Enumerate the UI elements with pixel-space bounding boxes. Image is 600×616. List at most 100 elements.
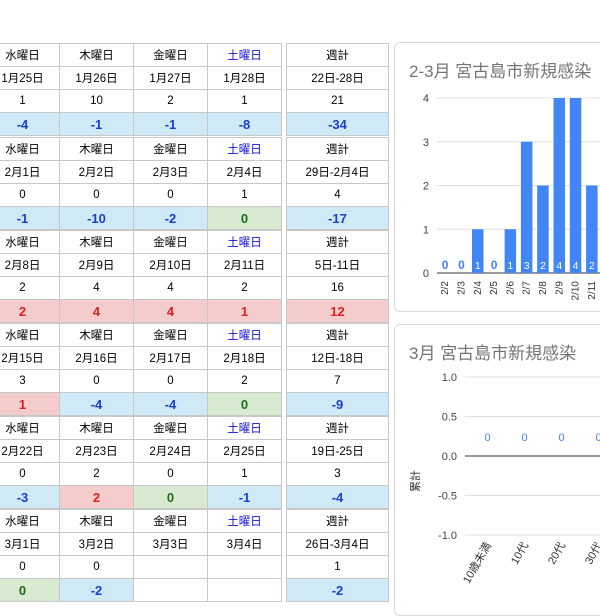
day-date-cell: 2月2日: [59, 160, 134, 184]
day-header-cell: 木曜日: [59, 43, 134, 67]
day-diff-cell: -10: [59, 206, 134, 230]
day-count-cell: 0: [59, 369, 134, 393]
day-diff-cell: 2: [0, 299, 60, 323]
day-date-cell: 2月15日: [0, 346, 60, 370]
day-header-cell: 水曜日: [0, 137, 60, 161]
day-count-cell: 10: [59, 89, 134, 113]
day-diff-cell: 0: [207, 392, 282, 416]
day-header-cell: 木曜日: [59, 137, 134, 161]
weekly-diff-cell: -4: [286, 485, 389, 509]
day-header-cell: 水曜日: [0, 43, 60, 67]
weekly-total-table: 週計 19日-25日 3 -4: [286, 416, 389, 509]
day-date-cell: 1月25日: [0, 66, 60, 90]
day-date-cell: 2月9日: [59, 253, 134, 277]
day-diff-cell: -1: [207, 485, 282, 509]
y-tick-label: -1.0: [438, 530, 457, 542]
x-tick-label: 2/10: [571, 281, 582, 301]
weekly-range-cell: 12日-18日: [286, 346, 389, 370]
day-count-cell: 0: [59, 183, 134, 207]
day-header-cell: 金曜日: [133, 137, 208, 161]
weekly-range-cell: 26日-3月4日: [286, 532, 389, 556]
day-header-cell: 土曜日: [207, 43, 282, 67]
day-diff-cell: [207, 578, 282, 602]
day-count-cell: 4: [133, 276, 208, 300]
data-label: 1: [475, 260, 481, 272]
data-label: 0: [484, 432, 490, 444]
week-table: 水曜日 木曜日 金曜日 土曜日 3月1日 3月2日 3月3日 3月4日 0 0 0 -2: [0, 509, 282, 602]
day-date-cell: 2月11日: [207, 253, 282, 277]
y-tick-label: 0.0: [442, 451, 457, 463]
bar: [586, 185, 598, 273]
day-date-cell: 2月16日: [59, 346, 134, 370]
day-diff-cell: [133, 578, 208, 602]
weekly-count-cell: 1: [286, 555, 389, 579]
day-date-cell: 3月3日: [133, 532, 208, 556]
x-tick-label: 20代: [545, 540, 568, 567]
day-date-cell: 2月18日: [207, 346, 282, 370]
x-tick-label: 2/8: [538, 281, 549, 295]
day-date-cell: 2月22日: [0, 439, 60, 463]
day-header-cell: 木曜日: [59, 509, 134, 533]
weekly-range-cell: 29日-2月4日: [286, 160, 389, 184]
day-date-cell: 2月4日: [207, 160, 282, 184]
data-label: 0: [491, 258, 498, 272]
age-chart-panel: 3月 宮古島市新規感染 1.0 0.5 0.0 -0.5 -1.0 累計 0 10歳未満 0 10…: [394, 324, 600, 616]
day-header-cell: 水曜日: [0, 509, 60, 533]
x-tick-label: 2/2: [440, 281, 451, 295]
day-header-cell: 土曜日: [207, 509, 282, 533]
day-count-cell: 0: [133, 183, 208, 207]
day-date-cell: 2月8日: [0, 253, 60, 277]
day-date-cell: 1月27日: [133, 66, 208, 90]
day-date-cell: 2月23日: [59, 439, 134, 463]
day-diff-cell: 0: [0, 578, 60, 602]
age-chart-title: 3月 宮古島市新規感染: [409, 344, 577, 363]
x-tick-label: 10代: [508, 540, 531, 567]
day-header-cell: 土曜日: [207, 323, 282, 347]
day-header-cell: 金曜日: [133, 323, 208, 347]
x-tick-label: 2/4: [473, 281, 484, 295]
day-count-cell: 1: [207, 89, 282, 113]
day-count-cell: 4: [59, 276, 134, 300]
day-count-cell: 3: [0, 369, 60, 393]
weekly-count-cell: 7: [286, 369, 389, 393]
data-label: 0: [458, 258, 465, 272]
data-label: 0: [521, 432, 527, 444]
y-tick-label: -0.5: [438, 491, 457, 503]
day-header-cell: 水曜日: [0, 323, 60, 347]
y-tick-label: 2: [423, 181, 429, 193]
day-diff-cell: -4: [59, 392, 134, 416]
weekly-count-cell: 3: [286, 462, 389, 486]
day-header-cell: 土曜日: [207, 230, 282, 254]
day-count-cell: [133, 555, 208, 579]
day-count-cell: 1: [207, 183, 282, 207]
day-diff-cell: -1: [133, 112, 208, 136]
data-label: 3: [524, 260, 530, 272]
day-diff-cell: -4: [133, 392, 208, 416]
day-count-cell: 0: [0, 183, 60, 207]
day-count-cell: 2: [207, 276, 282, 300]
day-diff-cell: -2: [59, 578, 134, 602]
day-count-cell: 0: [0, 462, 60, 486]
y-tick-label: 3: [423, 137, 429, 149]
weekly-diff-cell: -34: [286, 112, 389, 136]
day-header-cell: 水曜日: [0, 230, 60, 254]
week-table: 水曜日 木曜日 金曜日 土曜日 1月25日 1月26日 1月27日 1月28日 1 10 2 1 -4-…: [0, 43, 282, 136]
bar: [472, 229, 484, 273]
weekly-count-cell: 4: [286, 183, 389, 207]
data-label: 2: [589, 260, 595, 272]
day-diff-cell: -4: [0, 112, 60, 136]
day-date-cell: 2月25日: [207, 439, 282, 463]
day-count-cell: 0: [59, 555, 134, 579]
bar: [520, 141, 533, 273]
day-count-cell: 1: [207, 462, 282, 486]
day-diff-cell: -1: [0, 206, 60, 230]
day-diff-cell: -2: [133, 206, 208, 230]
day-header-cell: 金曜日: [133, 509, 208, 533]
day-header-cell: 金曜日: [133, 230, 208, 254]
day-date-cell: 2月24日: [133, 439, 208, 463]
day-diff-cell: 2: [59, 485, 134, 509]
x-tick-label: 2/5: [489, 281, 500, 295]
day-count-cell: 1: [0, 89, 60, 113]
weekly-range-cell: 19日-25日: [286, 439, 389, 463]
y-tick-label: 1: [423, 224, 429, 236]
